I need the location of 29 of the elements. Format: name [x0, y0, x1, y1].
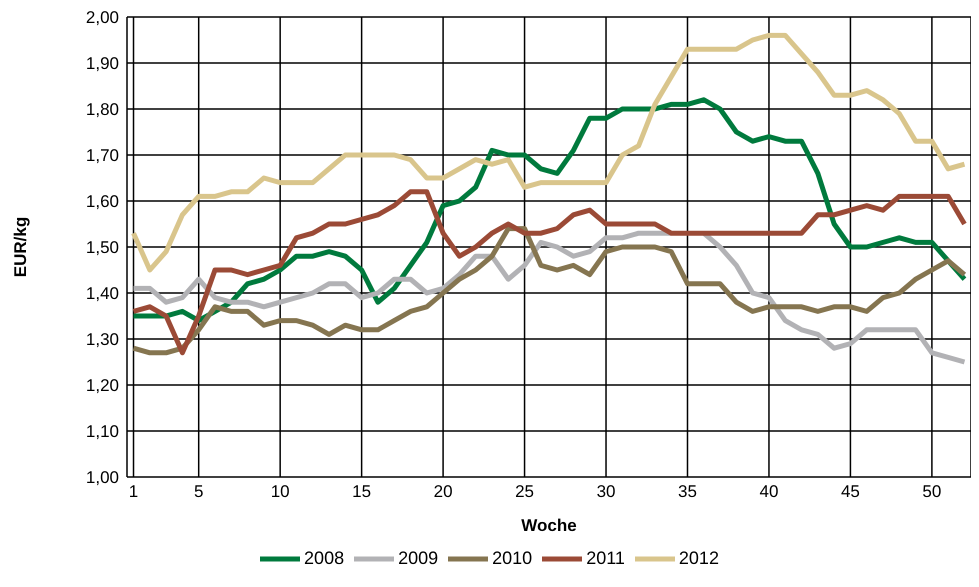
y-tick-label: 1,00	[86, 468, 119, 488]
x-tick-label: 25	[515, 482, 534, 502]
x-tick-label: 45	[840, 482, 860, 502]
y-tick-label: 1,20	[86, 376, 119, 396]
x-tick-label: 40	[760, 482, 778, 502]
x-tick-label: 5	[194, 482, 204, 502]
y-tick-label: 1,90	[86, 54, 119, 74]
x-tick-label: 20	[434, 482, 453, 502]
legend-label: 2009	[398, 548, 438, 568]
x-tick-label: 10	[270, 482, 290, 502]
y-tick-label: 1,10	[86, 422, 119, 442]
y-tick-label: 1,60	[86, 192, 119, 212]
y-tick-label: 1,50	[86, 238, 119, 258]
y-tick-label: 1,30	[86, 330, 119, 350]
y-tick-label: 2,00	[86, 8, 119, 28]
legend-label: 2011	[586, 548, 625, 568]
x-tick-label: 50	[922, 482, 942, 502]
y-axis-title: EUR/kg	[11, 216, 30, 278]
legend-label: 2010	[492, 548, 532, 568]
y-tick-label: 1,40	[86, 284, 119, 304]
y-tick-label: 1,80	[86, 100, 119, 120]
x-tick-label: 35	[678, 482, 697, 502]
legend-label: 2012	[678, 548, 719, 568]
legend-label: 2008	[304, 548, 344, 568]
x-tick-label: 15	[352, 482, 372, 502]
y-tick-label: 1,70	[86, 146, 119, 166]
x-tick-label: 1	[128, 482, 138, 502]
x-axis-title: Woche	[521, 516, 577, 535]
x-tick-label: 30	[596, 482, 616, 502]
